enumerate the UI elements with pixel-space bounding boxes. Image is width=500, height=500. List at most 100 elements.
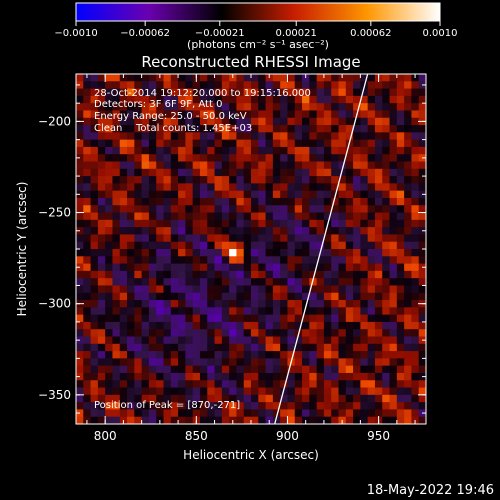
heatmap-cell (83, 241, 91, 250)
heatmap-cell (207, 117, 215, 126)
heatmap-cell (374, 234, 383, 243)
heatmap-cell (127, 372, 135, 381)
heatmap-cell (207, 219, 215, 228)
heatmap-cell (272, 409, 281, 418)
heatmap-cell (76, 278, 84, 286)
heatmap-cell (294, 402, 303, 410)
heatmap-cell (302, 307, 310, 316)
heatmap-cell (214, 409, 223, 418)
heatmap-cell (229, 227, 237, 235)
heatmap-cell (236, 278, 245, 286)
heatmap-cell (243, 307, 252, 316)
heatmap-cell (163, 329, 172, 337)
heatmap-cell (258, 197, 266, 206)
heatmap-cell (367, 81, 376, 89)
heatmap-cell (309, 219, 318, 228)
heatmap-cell (338, 205, 347, 213)
heatmap-cell (83, 183, 91, 192)
heatmap-cell (404, 256, 412, 264)
heatmap-cell (214, 402, 223, 410)
heatmap-cell (178, 387, 186, 396)
heatmap-cell (418, 168, 426, 177)
heatmap-cell (199, 387, 208, 396)
heatmap-cell (272, 270, 281, 279)
heatmap-cell (221, 103, 230, 111)
heatmap-cell (170, 176, 179, 184)
heatmap-cell (141, 380, 150, 388)
heatmap-cell (76, 285, 84, 294)
heatmap-cell (272, 212, 281, 221)
heatmap-cell (360, 95, 369, 104)
heatmap-cell (404, 74, 412, 82)
heatmap-cell (367, 176, 376, 184)
heatmap-cell (353, 154, 361, 162)
heatmap-cell (90, 351, 99, 359)
heatmap-cell (382, 394, 390, 403)
heatmap-cell (272, 183, 281, 192)
heatmap-cell (185, 409, 194, 418)
heatmap-cell (331, 219, 339, 228)
heatmap-cell (309, 307, 318, 316)
heatmap-cell (119, 81, 128, 89)
heatmap-cell (316, 95, 325, 104)
heatmap-cell (331, 351, 339, 359)
heatmap-cell (156, 402, 164, 410)
heatmap-cell (178, 154, 186, 162)
heatmap-cell (97, 409, 106, 418)
heatmap-cell (199, 219, 208, 228)
heatmap-cell (338, 380, 347, 388)
heatmap-cell (141, 168, 150, 177)
heatmap-cell (199, 146, 208, 155)
heatmap-cell (141, 394, 150, 403)
heatmap-cell (97, 125, 106, 133)
heatmap-cell (105, 314, 113, 323)
heatmap-cell (389, 205, 398, 213)
heatmap-cell (251, 197, 259, 206)
heatmap-cell (243, 176, 252, 184)
heatmap-cell (360, 314, 369, 323)
heatmap-cell (316, 190, 325, 199)
heatmap-cell (90, 110, 99, 119)
heatmap-cell (229, 314, 237, 323)
heatmap-cell (178, 212, 186, 221)
heatmap-cell (309, 256, 318, 264)
heatmap-cell (404, 146, 412, 155)
heatmap-cell (280, 146, 288, 155)
heatmap-cell (411, 103, 420, 111)
heatmap-cell (309, 314, 318, 323)
heatmap-cell (178, 285, 186, 294)
heatmap-cell (112, 358, 121, 367)
heatmap-cell (185, 110, 194, 119)
heatmap-cell (148, 409, 157, 418)
heatmap-cell (127, 219, 135, 228)
heatmap-cell (272, 132, 281, 141)
heatmap-cell (112, 372, 121, 381)
heatmap-cell (156, 190, 164, 199)
heatmap-cell (127, 300, 135, 308)
heatmap-cell (374, 300, 383, 308)
heatmap-cell (367, 88, 376, 97)
heatmap-cell (404, 300, 412, 308)
heatmap-cell (287, 219, 296, 228)
heatmap-cell (338, 285, 347, 294)
heatmap-cell (251, 183, 259, 192)
heatmap-cell (389, 314, 398, 323)
heatmap-cell (156, 132, 164, 141)
heatmap-cell (411, 88, 420, 97)
heatmap-cell (389, 146, 398, 155)
heatmap-cell (389, 168, 398, 177)
heatmap-cell (243, 103, 252, 111)
heatmap-cell (360, 300, 369, 308)
heatmap-cell (236, 219, 245, 228)
heatmap-cell (214, 74, 223, 82)
heatmap-cell (287, 263, 296, 272)
heatmap-cell (418, 380, 426, 388)
heatmap-cell (309, 292, 318, 301)
heatmap-cell (389, 321, 398, 330)
heatmap-cell (214, 234, 223, 243)
heatmap-cell (345, 227, 354, 235)
heatmap-cell (280, 139, 288, 148)
heatmap-cell (389, 285, 398, 294)
heatmap-cell (119, 88, 128, 97)
heatmap-cell (294, 176, 303, 184)
